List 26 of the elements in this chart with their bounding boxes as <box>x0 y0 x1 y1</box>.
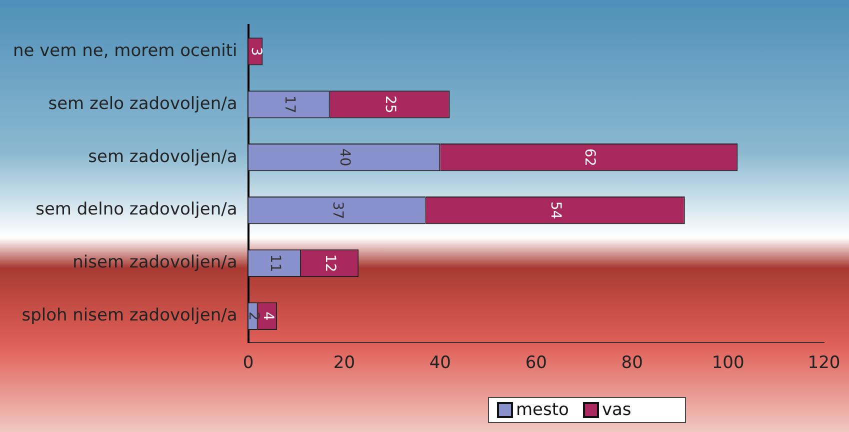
data-label: 54 <box>548 201 564 220</box>
data-label: 25 <box>382 95 398 114</box>
y-tick-label: ne vem ne, morem oceniti <box>12 40 238 61</box>
x-tick-label: 120 <box>808 353 840 374</box>
data-label: 17 <box>281 95 298 114</box>
data-label: 4 <box>260 312 276 321</box>
data-label: 62 <box>581 148 598 166</box>
legend-label: mesto <box>516 400 569 420</box>
y-tick-label: sem zelo zadovoljen/a <box>48 94 238 114</box>
x-tick-label: 40 <box>429 353 451 374</box>
data-label: 2 <box>245 312 262 321</box>
data-label: 37 <box>329 201 346 220</box>
y-tick-label: sem zadovoljen/a <box>88 146 238 167</box>
x-tick-label: 0 <box>242 353 254 374</box>
x-tick-label: 80 <box>621 353 643 374</box>
y-tick-label: sem delno zadovoljen/a <box>36 200 238 220</box>
data-label: 12 <box>322 254 338 272</box>
x-tick-label: 100 <box>712 353 744 374</box>
data-label: 40 <box>336 148 353 166</box>
y-tick-label: sploh nisem zadovoljen/a <box>22 306 238 326</box>
y-tick-label: nisem zadovoljen/a <box>72 252 238 273</box>
x-tick-label: 60 <box>525 353 547 374</box>
data-label: 3 <box>248 47 264 56</box>
text: vas <box>602 400 632 420</box>
data-label: 11 <box>267 254 283 272</box>
x-tick-label: 20 <box>333 353 356 374</box>
